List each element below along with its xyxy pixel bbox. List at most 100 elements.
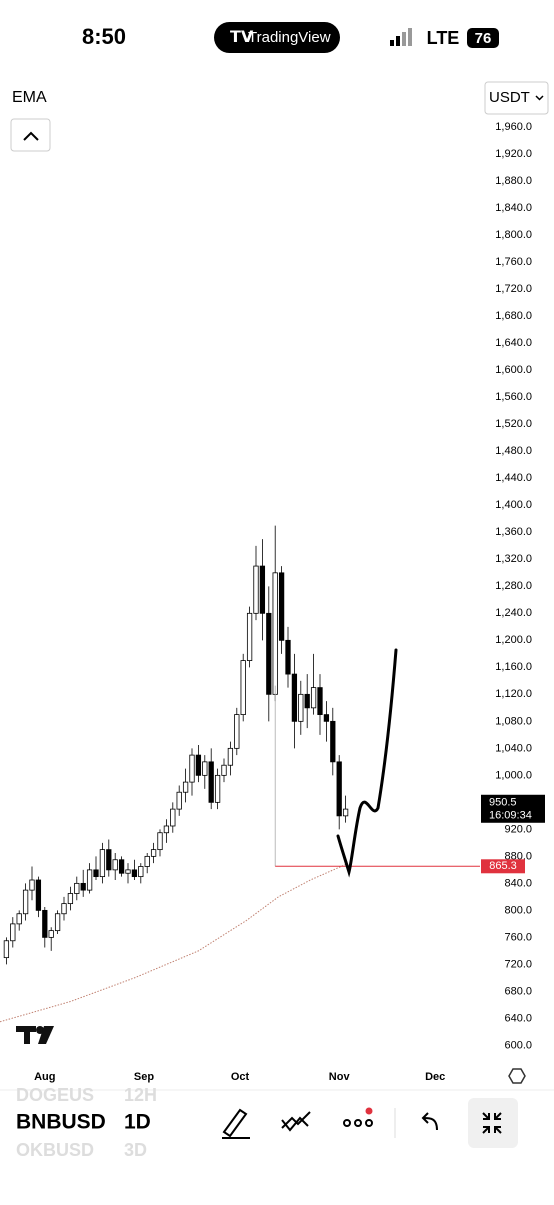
- fullscreen-bg: [468, 1098, 518, 1148]
- y-tick-label: 1,960.0: [495, 121, 532, 133]
- symbol[interactable]: BNBUSD: [16, 1111, 106, 1134]
- candle-body: [3, 940, 10, 959]
- indicator-label[interactable]: EMA: [12, 89, 47, 106]
- candle-body: [266, 612, 272, 695]
- candle-body: [278, 572, 285, 641]
- candle-body: [131, 869, 138, 878]
- y-tick-label: 1,040.0: [495, 742, 532, 754]
- draw-tool[interactable]: [222, 1108, 250, 1139]
- y-tick-label: 1,200.0: [495, 634, 532, 646]
- y-tick-label: 1,480.0: [495, 445, 532, 457]
- candle-body: [74, 882, 80, 894]
- candle-body: [202, 761, 208, 776]
- undo-button[interactable]: [421, 1112, 438, 1131]
- y-tick-label: 600.0: [504, 1039, 532, 1051]
- symbol[interactable]: DOGEUS: [16, 1085, 94, 1105]
- ema-line: [0, 864, 346, 1023]
- candle-body: [106, 849, 112, 871]
- y-tick-label: 1,440.0: [495, 472, 532, 484]
- y-tick-label: 1,880.0: [495, 175, 532, 187]
- battery-level: 76: [475, 30, 492, 47]
- candle-body: [112, 859, 118, 871]
- currency: USDT: [489, 89, 530, 106]
- y-tick-label: 1,080.0: [495, 715, 532, 727]
- signal: [390, 28, 412, 46]
- chevron-down: [535, 95, 544, 101]
- candle-body: [29, 879, 35, 891]
- candle-body: [42, 909, 48, 938]
- tv-logo: 𝗧𝗩: [230, 29, 254, 46]
- y-tick-label: 840.0: [504, 877, 532, 889]
- y-tick-label: 1,920.0: [495, 148, 532, 160]
- candle-body: [259, 565, 266, 614]
- price-line-label: 865.3: [489, 860, 517, 872]
- candle-body: [35, 879, 42, 911]
- y-tick-label: 1,320.0: [495, 553, 532, 565]
- candle-body: [61, 903, 67, 915]
- candle-body: [80, 882, 86, 891]
- y-tick-label: 800.0: [504, 904, 532, 916]
- y-tick-label: 680.0: [504, 985, 532, 997]
- y-tick-label: 1,800.0: [495, 229, 532, 241]
- network: LTE: [427, 28, 460, 48]
- y-tick-label: 1,160.0: [495, 661, 532, 673]
- candle-body: [304, 693, 310, 709]
- collapse-button[interactable]: [10, 118, 51, 152]
- candle-body: [176, 791, 182, 810]
- candle-body: [189, 754, 195, 783]
- y-tick-label: 880.0: [504, 850, 532, 862]
- currency-button[interactable]: [484, 81, 549, 115]
- candle-body: [16, 913, 22, 925]
- y-tick-label: 1,840.0: [495, 202, 532, 214]
- y-tick-label: 760.0: [504, 931, 532, 943]
- x-tick-label: Sep: [134, 1071, 154, 1083]
- trend-tool[interactable]: [281, 1111, 311, 1132]
- settings-icon[interactable]: [508, 1068, 526, 1084]
- y-tick-label: 1,400.0: [495, 499, 532, 511]
- candle-body: [138, 866, 144, 878]
- candle-body: [310, 687, 317, 709]
- y-tick-label: 1,120.0: [495, 688, 532, 700]
- fullscreen-button[interactable]: [482, 1112, 502, 1134]
- candle-body: [67, 893, 74, 905]
- candle-body: [234, 714, 240, 749]
- battery: [467, 28, 499, 48]
- symbol[interactable]: OKBUSD: [16, 1140, 94, 1160]
- candle-body: [253, 565, 259, 614]
- x-tick-label: Dec: [425, 1071, 445, 1083]
- y-tick-label: 720.0: [504, 958, 532, 970]
- candle-body: [317, 687, 323, 715]
- interval[interactable]: 12H: [124, 1085, 157, 1105]
- candle-body: [272, 572, 278, 695]
- x-tick-label: Aug: [34, 1071, 55, 1083]
- candle-body: [22, 889, 29, 915]
- candle-body: [157, 832, 163, 851]
- candle-body: [336, 761, 342, 817]
- candle-body: [170, 808, 176, 827]
- price-line-tag: [481, 859, 525, 874]
- candle-body: [330, 720, 336, 763]
- notification-dot: [365, 1107, 373, 1115]
- candle-body: [86, 869, 93, 891]
- interval[interactable]: 1D: [124, 1111, 151, 1134]
- candle-body: [10, 923, 16, 942]
- y-tick-label: 1,640.0: [495, 337, 532, 349]
- candle-body: [342, 808, 349, 817]
- last-price-tag: [481, 794, 545, 823]
- y-tick-label: 1,000.0: [495, 769, 532, 781]
- candle-body: [208, 761, 214, 803]
- x-tick-label: Oct: [231, 1071, 250, 1083]
- countdown: 16:09:34: [489, 810, 532, 822]
- interval[interactable]: 3D: [124, 1140, 147, 1160]
- candle-body: [323, 714, 330, 722]
- hand-drawing: [336, 648, 398, 878]
- candle-body: [163, 825, 170, 834]
- candle-body: [246, 612, 253, 661]
- candle-body: [285, 639, 291, 675]
- more-button[interactable]: [343, 1119, 373, 1127]
- clock: 8:50: [82, 24, 126, 49]
- y-tick-label: 1,760.0: [495, 256, 532, 268]
- candle-body: [144, 855, 150, 867]
